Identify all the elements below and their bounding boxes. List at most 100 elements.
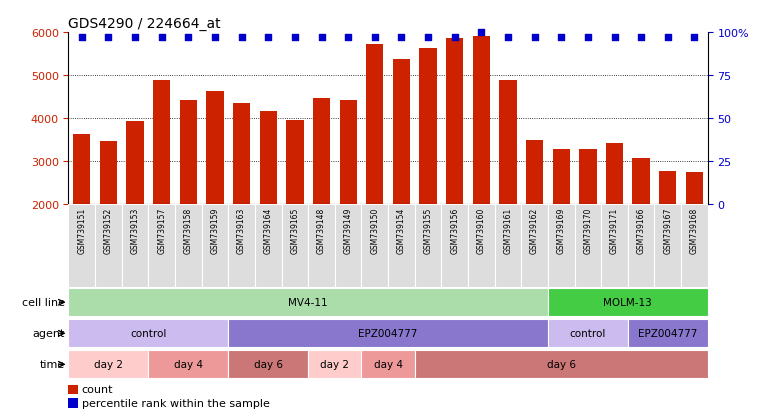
FancyBboxPatch shape — [548, 320, 628, 347]
Text: GSM739158: GSM739158 — [184, 207, 193, 253]
Bar — [180, 101, 197, 204]
FancyBboxPatch shape — [468, 204, 495, 287]
Text: day 4: day 4 — [174, 359, 203, 370]
Text: GSM739165: GSM739165 — [291, 207, 299, 253]
Bar — [286, 121, 304, 204]
Text: day 2: day 2 — [320, 359, 349, 370]
FancyBboxPatch shape — [495, 204, 521, 287]
Bar — [393, 60, 410, 204]
Text: GSM739155: GSM739155 — [424, 207, 432, 253]
FancyBboxPatch shape — [68, 289, 548, 316]
Text: GSM739161: GSM739161 — [504, 207, 512, 253]
Point — [129, 35, 142, 41]
Point — [155, 35, 167, 41]
Bar — [419, 49, 437, 204]
FancyBboxPatch shape — [95, 204, 122, 287]
Text: percentile rank within the sample: percentile rank within the sample — [81, 398, 269, 408]
FancyBboxPatch shape — [175, 204, 202, 287]
Text: cell line: cell line — [21, 297, 65, 308]
Text: day 4: day 4 — [374, 359, 403, 370]
Text: GSM739167: GSM739167 — [664, 207, 672, 253]
FancyBboxPatch shape — [548, 289, 708, 316]
Text: MOLM-13: MOLM-13 — [603, 297, 652, 308]
Bar — [68, 385, 78, 394]
Point — [262, 35, 274, 41]
FancyBboxPatch shape — [148, 204, 175, 287]
FancyBboxPatch shape — [441, 204, 468, 287]
Text: day 6: day 6 — [546, 359, 576, 370]
Point — [422, 35, 434, 41]
Text: day 2: day 2 — [94, 359, 123, 370]
Bar — [206, 92, 224, 204]
Point — [182, 35, 194, 41]
FancyBboxPatch shape — [681, 204, 708, 287]
Bar — [632, 159, 650, 204]
FancyBboxPatch shape — [308, 204, 335, 287]
Point — [396, 35, 408, 41]
Text: GSM739157: GSM739157 — [158, 207, 166, 253]
Bar — [313, 99, 330, 204]
Text: EPZ004777: EPZ004777 — [638, 328, 698, 339]
Text: count: count — [81, 385, 113, 394]
FancyBboxPatch shape — [228, 351, 308, 378]
Text: GSM739153: GSM739153 — [131, 207, 139, 253]
Point — [236, 35, 248, 41]
Text: day 6: day 6 — [253, 359, 283, 370]
Text: GSM739168: GSM739168 — [690, 207, 699, 253]
FancyBboxPatch shape — [601, 204, 628, 287]
Point — [528, 35, 540, 41]
Point — [209, 35, 221, 41]
Text: control: control — [130, 328, 167, 339]
Text: GSM739171: GSM739171 — [610, 207, 619, 253]
FancyBboxPatch shape — [68, 204, 95, 287]
Text: GSM739169: GSM739169 — [557, 207, 565, 253]
FancyBboxPatch shape — [628, 204, 654, 287]
Text: GSM739149: GSM739149 — [344, 207, 352, 253]
FancyBboxPatch shape — [202, 204, 228, 287]
Point — [342, 35, 354, 41]
Text: agent: agent — [32, 328, 65, 339]
Point — [581, 35, 594, 41]
Text: GSM739159: GSM739159 — [211, 207, 219, 253]
Point — [555, 35, 567, 41]
Point — [502, 35, 514, 41]
Text: GSM739152: GSM739152 — [104, 207, 113, 253]
Point — [315, 35, 327, 41]
Point — [608, 35, 620, 41]
Bar — [526, 141, 543, 204]
Bar — [68, 398, 78, 408]
Point — [475, 30, 487, 36]
Text: GDS4290 / 224664_at: GDS4290 / 224664_at — [68, 17, 221, 31]
Text: GSM739151: GSM739151 — [78, 207, 86, 253]
Point — [368, 35, 380, 41]
Text: MV4-11: MV4-11 — [288, 297, 328, 308]
FancyBboxPatch shape — [654, 204, 681, 287]
Text: GSM739160: GSM739160 — [477, 207, 486, 253]
FancyBboxPatch shape — [148, 351, 228, 378]
FancyBboxPatch shape — [388, 204, 415, 287]
FancyBboxPatch shape — [415, 351, 708, 378]
FancyBboxPatch shape — [255, 204, 282, 287]
Text: GSM739163: GSM739163 — [237, 207, 246, 253]
Point — [635, 35, 647, 41]
FancyBboxPatch shape — [308, 351, 361, 378]
Bar — [446, 38, 463, 204]
Bar — [366, 45, 384, 204]
Bar — [552, 150, 570, 204]
FancyBboxPatch shape — [122, 204, 148, 287]
Point — [75, 35, 88, 41]
FancyBboxPatch shape — [521, 204, 548, 287]
Bar — [606, 143, 623, 204]
Point — [449, 35, 461, 41]
Point — [688, 35, 700, 41]
FancyBboxPatch shape — [361, 351, 415, 378]
FancyBboxPatch shape — [415, 204, 441, 287]
Bar — [579, 149, 597, 204]
Bar — [499, 81, 517, 204]
Point — [102, 35, 114, 41]
Bar — [473, 37, 490, 204]
FancyBboxPatch shape — [575, 204, 601, 287]
FancyBboxPatch shape — [548, 204, 575, 287]
Bar — [73, 135, 91, 204]
FancyBboxPatch shape — [68, 351, 148, 378]
